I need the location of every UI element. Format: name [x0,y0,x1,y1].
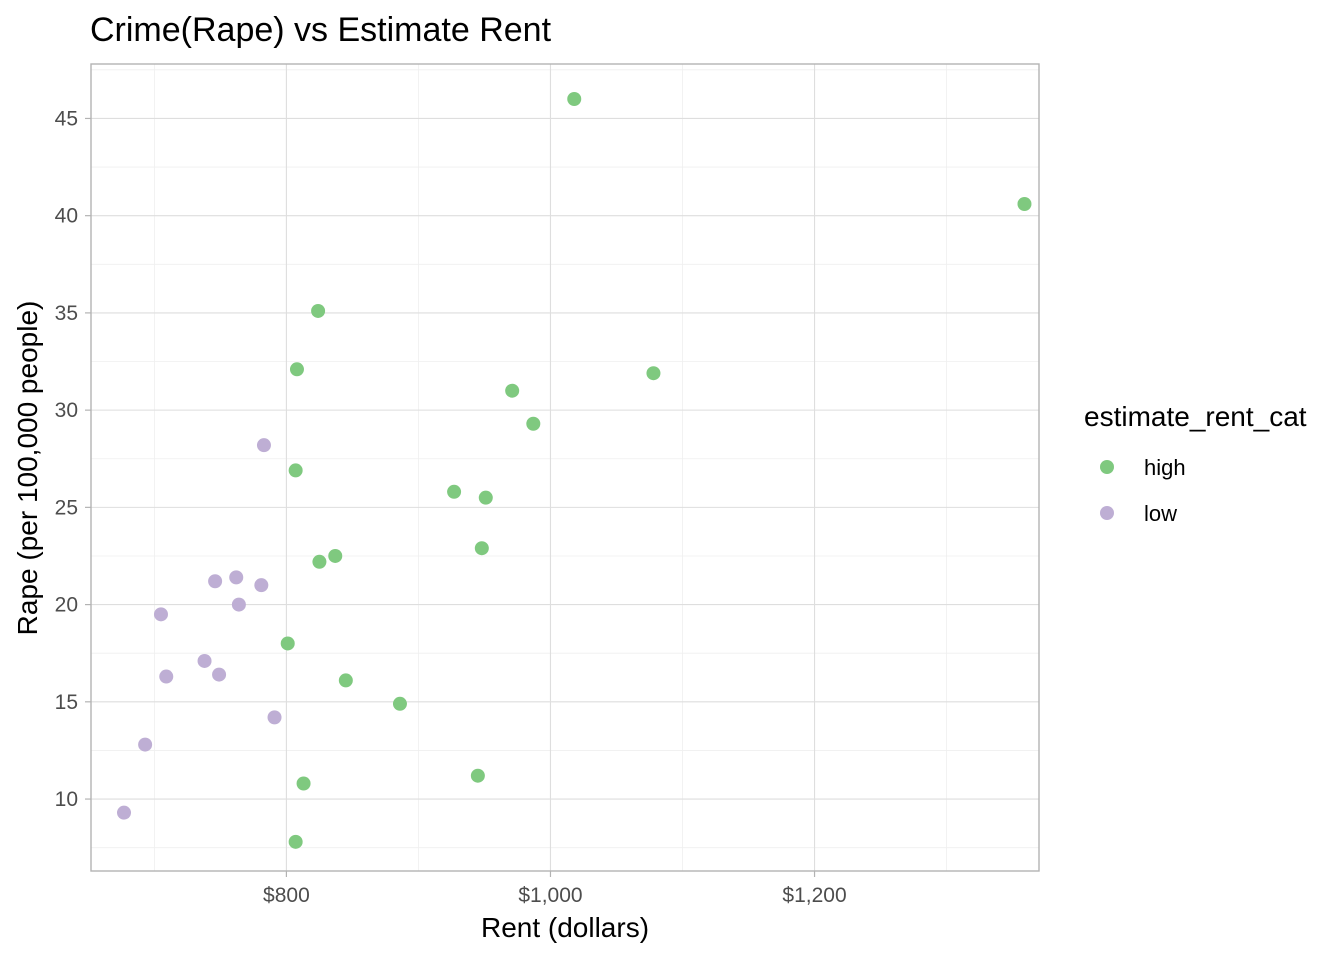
legend-label-high: high [1144,455,1186,480]
data-point-high [311,303,326,318]
legend-key-high [1100,460,1114,474]
data-point-high [526,416,541,431]
data-point-high [328,548,343,563]
y-tick-label: 25 [55,496,78,519]
data-point-high [312,554,327,569]
data-point-low [197,653,212,668]
y-tick-label: 40 [55,205,78,228]
legend-key-low [1100,506,1114,520]
data-point-low [256,438,271,453]
data-points [117,92,1032,849]
y-axis-title: Rape (per 100,000 people) [12,301,43,636]
chart-title: Crime(Rape) vs Estimate Rent [90,11,552,49]
x-tick-label: $1,200 [782,884,846,907]
data-point-high [567,92,582,107]
legend-title: estimate_rent_cat [1084,401,1307,432]
data-point-low [231,597,246,612]
data-point-high [280,636,295,651]
data-point-high [478,490,493,505]
y-tick-label: 35 [55,302,78,325]
data-point-high [505,383,520,398]
x-tick-label: $800 [263,884,310,907]
y-tick-label: 10 [55,788,78,811]
legend: estimate_rent_cat high low [1084,401,1307,526]
data-point-low [212,667,227,682]
data-point-low [208,574,223,589]
grid-lines [91,64,1039,871]
data-point-high [646,366,661,381]
data-point-high [338,673,353,688]
data-point-high [470,768,485,783]
data-point-high [447,484,462,499]
data-point-low [138,737,153,752]
y-tick-label: 20 [55,594,78,617]
data-point-high [392,696,407,711]
data-point-high [288,834,303,849]
data-point-high [474,541,489,556]
y-tick-label: 45 [55,107,78,130]
legend-label-low: low [1144,501,1177,526]
data-point-low [117,805,132,820]
data-point-high [288,463,303,478]
data-point-low [267,710,282,725]
data-point-high [296,776,311,791]
data-point-low [229,570,244,585]
x-axis-title: Rent (dollars) [481,912,649,943]
y-tick-label: 30 [55,399,78,422]
data-point-high [1017,197,1032,212]
plot-panel [91,64,1039,871]
data-point-low [153,607,168,622]
panel-border [90,63,1040,872]
axes: $800 $1,000 $1,200 10 15 20 25 30 35 40 45 [55,63,1040,907]
x-tick-label: $1,000 [518,884,582,907]
data-point-high [289,362,304,377]
panel-background [91,64,1039,871]
data-point-low [254,578,269,593]
y-tick-label: 15 [55,691,78,714]
data-point-low [159,669,174,684]
